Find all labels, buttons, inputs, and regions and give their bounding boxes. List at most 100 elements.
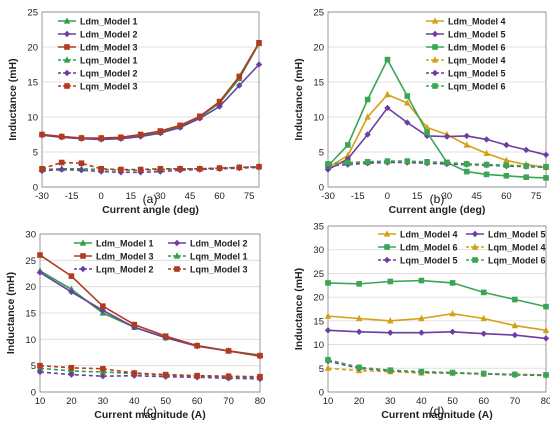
data-point — [387, 278, 394, 285]
data-point — [449, 369, 456, 376]
data-point — [68, 371, 75, 378]
data-point — [480, 370, 487, 377]
data-point — [503, 162, 510, 169]
legend-label: Ldm_Model 6 — [400, 243, 458, 253]
legend-item: Ldm_Model 5 — [466, 230, 546, 240]
data-point — [216, 98, 223, 105]
data-point — [449, 280, 456, 286]
y-tick-label: 5 — [319, 148, 324, 159]
legend-label: Lqm_Model 6 — [488, 256, 546, 266]
series-lqm_model-3 — [37, 362, 263, 380]
y-tick-label: 30 — [25, 230, 36, 241]
data-point — [324, 312, 332, 319]
legend-label: Lqm_Model 2 — [96, 265, 154, 275]
legend-marker — [471, 243, 479, 250]
legend-marker — [173, 252, 181, 259]
series-line — [41, 161, 260, 171]
x-tick-label: 70 — [223, 396, 234, 407]
x-tick-label: -15 — [351, 191, 365, 202]
x-tick-label: 30 — [155, 191, 166, 202]
data-point — [177, 122, 183, 129]
data-point — [483, 171, 490, 178]
series-line — [41, 166, 260, 174]
data-point — [463, 141, 470, 148]
legend-label: Lqm_Model 1 — [190, 252, 248, 262]
data-point — [355, 314, 363, 322]
data-point — [98, 166, 104, 172]
data-point — [68, 273, 75, 279]
legend-item: Ldm_Model 3 — [74, 252, 154, 262]
data-point — [384, 56, 391, 63]
data-point — [131, 321, 138, 328]
legend-marker — [383, 230, 391, 237]
series-line — [41, 42, 260, 139]
data-point — [418, 368, 425, 375]
series-line — [327, 160, 547, 168]
legend-marker — [63, 17, 71, 24]
series-ldm_model-4 — [324, 90, 550, 170]
legend: Ldm_Model 4 Ldm_Model 5 Ldm_Model 6 Lqm_Mod… — [378, 230, 546, 266]
x-tick-label: 75 — [244, 191, 255, 202]
x-tick-label: 45 — [185, 191, 196, 202]
data-point — [325, 356, 331, 363]
data-point — [404, 119, 411, 126]
data-point — [39, 131, 45, 138]
y-tick-label: 0 — [319, 388, 324, 399]
legend-marker — [64, 83, 70, 89]
legend-label: Ldm_Model 5 — [448, 30, 506, 40]
data-point — [36, 368, 44, 376]
legend-item: Lqm_Model 3 — [168, 265, 248, 275]
data-point — [463, 132, 470, 140]
data-point — [364, 131, 371, 138]
x-tick-label: 15 — [125, 191, 136, 202]
data-point — [483, 149, 490, 156]
legend-item: Lqm_Model 1 — [58, 56, 138, 66]
series-line — [39, 254, 261, 357]
x-tick-label: -30 — [321, 191, 335, 202]
y-tick-label: 10 — [27, 113, 38, 124]
panel-caption: (d) — [430, 404, 445, 418]
y-tick-label: 5 — [33, 148, 38, 159]
data-point — [99, 373, 107, 380]
x-tick-label: 0 — [99, 191, 104, 202]
x-tick-label: 80 — [541, 396, 550, 407]
legend-item: Ldm_Model 4 — [426, 17, 506, 27]
data-point — [480, 330, 487, 337]
data-point — [384, 158, 391, 164]
legend-item: Lqm_Model 5 — [426, 69, 506, 79]
legend-marker — [64, 44, 70, 50]
y-tick-label: 20 — [313, 293, 324, 304]
series-line — [39, 364, 261, 378]
legend-item: Lqm_Model 6 — [466, 256, 546, 266]
legend-marker — [174, 266, 180, 272]
data-point — [100, 303, 106, 309]
legend-marker — [383, 256, 391, 264]
data-point — [387, 329, 394, 336]
data-point — [503, 173, 510, 179]
data-point — [255, 61, 263, 68]
data-point — [543, 303, 549, 310]
x-tick-label: 75 — [531, 191, 542, 202]
y-tick-label: 0 — [33, 183, 38, 194]
legend-label: Ldm_Model 2 — [80, 30, 138, 40]
y-axis-label: Inductance (mH) — [293, 58, 305, 140]
data-point — [404, 93, 411, 99]
series-line — [39, 371, 261, 380]
data-point — [345, 159, 351, 166]
data-point — [194, 372, 200, 379]
y-tick-label: 15 — [27, 78, 38, 89]
panel-caption: (a) — [143, 192, 158, 206]
x-tick-label: 50 — [447, 396, 458, 407]
series-ldm_model-3 — [39, 40, 262, 141]
x-tick-label: 60 — [478, 396, 489, 407]
y-tick-label: 35 — [313, 222, 324, 233]
legend-marker — [63, 30, 71, 38]
data-point — [162, 333, 169, 339]
legend-item: Ldm_Model 1 — [74, 239, 154, 249]
legend-label: Ldm_Model 4 — [448, 17, 506, 27]
data-point — [197, 113, 203, 120]
legend-marker — [384, 244, 390, 250]
series-ldm_model-5 — [324, 327, 550, 342]
series-lqm_model-3 — [39, 159, 262, 173]
